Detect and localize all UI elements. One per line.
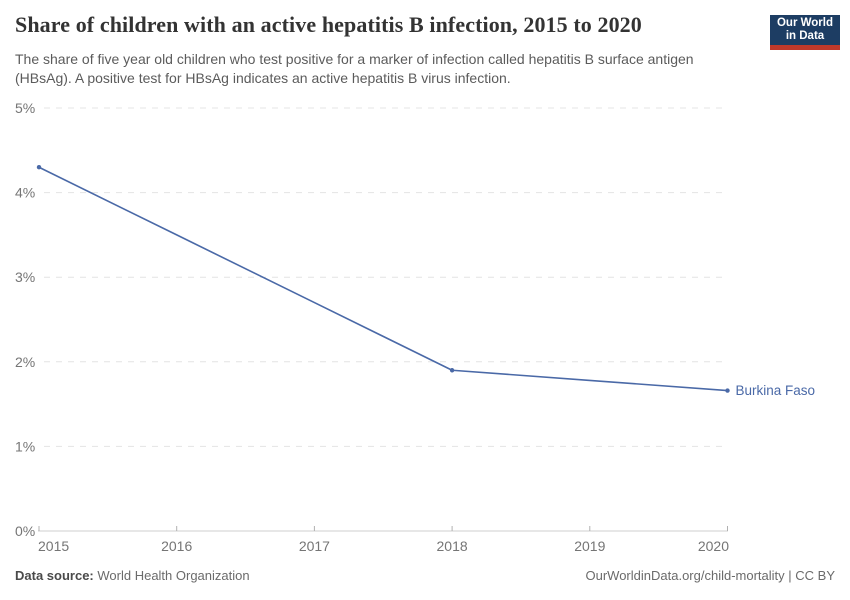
owid-logo-line2: in Data: [785, 30, 825, 42]
x-axis-tick-label: 2015: [38, 538, 69, 554]
x-axis-tick-label: 2017: [299, 538, 330, 554]
y-axis-tick-label: 4%: [15, 185, 35, 201]
data-point: [725, 388, 730, 393]
y-axis-tick-label: 2%: [15, 354, 35, 370]
x-axis-tick-label: 2016: [161, 538, 192, 554]
data-source-value: World Health Organization: [97, 568, 250, 583]
chart-subtitle: The share of five year old children who …: [15, 51, 694, 86]
x-axis-tick-label: 2019: [574, 538, 605, 554]
series-line: [38, 166, 729, 392]
data-source-label: Data source:: [15, 568, 94, 583]
y-axis-tick-label: 3%: [15, 269, 35, 285]
data-source: Data source: World Health Organization: [15, 568, 250, 583]
series-end-label: Burkina Faso: [736, 383, 816, 398]
x-axis-tick-label: 2020: [698, 538, 729, 554]
y-axis-tick-label: 0%: [15, 523, 35, 539]
y-axis-tick-label: 1%: [15, 438, 35, 454]
data-point: [449, 368, 455, 373]
attribution: OurWorldinData.org/child-mortality | CC …: [585, 568, 836, 583]
data-point: [36, 165, 42, 170]
owid-logo-line1: Our World: [776, 16, 833, 29]
owid-logo: Our World in Data: [770, 15, 840, 50]
chart-footer: Data source: World Health Organization O…: [15, 568, 835, 583]
y-axis-tick-label: 5%: [15, 100, 35, 116]
chart-title: Share of children with an active hepatit…: [15, 12, 642, 37]
x-axis-tick-label: 2018: [437, 538, 468, 554]
